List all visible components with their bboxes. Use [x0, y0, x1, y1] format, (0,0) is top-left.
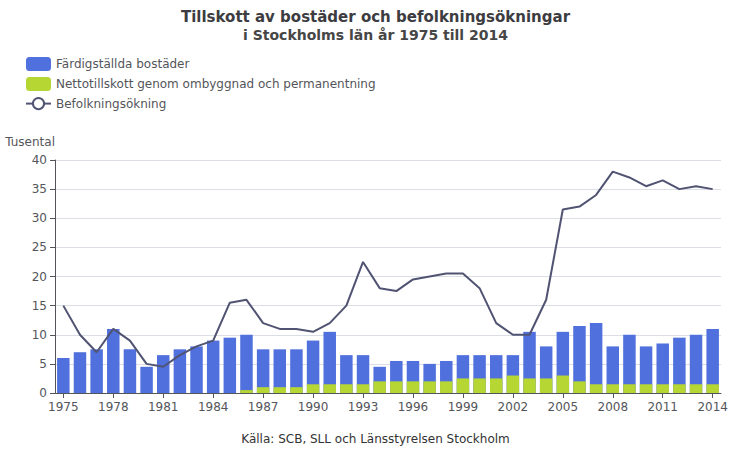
svg-text:1990: 1990: [298, 400, 329, 414]
svg-text:40: 40: [32, 153, 47, 167]
svg-text:10: 10: [32, 328, 47, 342]
svg-text:30: 30: [32, 211, 47, 225]
svg-text:Befolkningsökning: Befolkningsökning: [56, 97, 166, 111]
svg-text:0: 0: [39, 386, 47, 400]
svg-text:1987: 1987: [248, 400, 279, 414]
svg-text:1993: 1993: [348, 400, 379, 414]
svg-text:2011: 2011: [647, 400, 678, 414]
svg-text:2002: 2002: [498, 400, 529, 414]
svg-text:1975: 1975: [48, 400, 79, 414]
svg-text:5: 5: [39, 357, 47, 371]
svg-text:Nettotillskott genom ombyggnad: Nettotillskott genom ombyggnad och perma…: [56, 77, 376, 91]
svg-text:2005: 2005: [548, 400, 579, 414]
svg-text:2008: 2008: [598, 400, 629, 414]
svg-text:Färdigställda bostäder: Färdigställda bostäder: [56, 57, 189, 71]
svg-text:Tusental: Tusental: [4, 135, 55, 149]
svg-text:1978: 1978: [98, 400, 129, 414]
svg-text:1981: 1981: [148, 400, 179, 414]
svg-text:i Stockholms län år 1975 till: i Stockholms län år 1975 till 2014: [243, 27, 508, 43]
svg-text:1984: 1984: [198, 400, 229, 414]
svg-text:Tillskott av bostäder och befo: Tillskott av bostäder och befolkningsökn…: [181, 8, 571, 26]
svg-text:1996: 1996: [398, 400, 429, 414]
svg-text:25: 25: [32, 240, 47, 254]
svg-text:35: 35: [32, 182, 47, 196]
svg-text:15: 15: [32, 299, 47, 313]
svg-text:Källa: SCB, SLL och Länsstyrel: Källa: SCB, SLL och Länsstyrelsen Stockh…: [241, 432, 510, 446]
svg-text:2014: 2014: [697, 400, 728, 414]
svg-text:20: 20: [32, 270, 47, 284]
svg-text:1999: 1999: [448, 400, 479, 414]
